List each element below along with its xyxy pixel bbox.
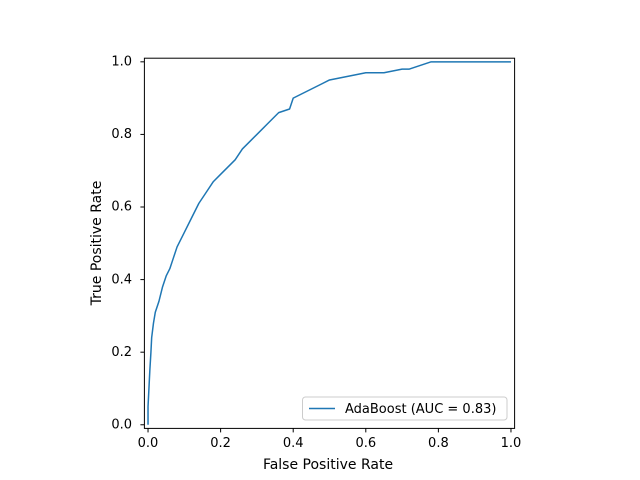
- x-tick-labels: 0.0 0.2 0.4 0.6 0.8 1.0: [138, 436, 522, 451]
- x-tick-label-1: 0.2: [210, 436, 231, 451]
- x-tick-label-0: 0.0: [138, 436, 159, 451]
- x-tick-label-4: 0.8: [428, 436, 449, 451]
- x-tick-label-2: 0.4: [283, 436, 304, 451]
- y-axis-label: True Positive Rate: [89, 181, 105, 307]
- x-tick-label-3: 0.6: [355, 436, 376, 451]
- legend-label-adaboost: AdaBoost (AUC = 0.83): [345, 402, 496, 417]
- x-axis-label: False Positive Rate: [263, 457, 393, 473]
- y-tick-label-1: 0.2: [111, 345, 132, 360]
- y-tick-labels: 0.0 0.2 0.4 0.6 0.8 1.0: [111, 55, 132, 433]
- axes-frame: [143, 57, 516, 429]
- y-tick-label-5: 1.0: [111, 55, 132, 70]
- x-tick-label-5: 1.0: [501, 436, 522, 451]
- series-line-adaboost: [147, 61, 511, 425]
- y-tick-label-3: 0.6: [111, 200, 132, 215]
- legend: AdaBoost (AUC = 0.83): [302, 396, 508, 421]
- y-tick-marks: [140, 61, 145, 426]
- legend-box: [302, 396, 508, 421]
- y-tick-label-0: 0.0: [111, 418, 132, 433]
- y-tick-label-2: 0.4: [111, 272, 132, 287]
- x-tick-marks: [147, 428, 512, 433]
- y-tick-label-4: 0.8: [111, 127, 132, 142]
